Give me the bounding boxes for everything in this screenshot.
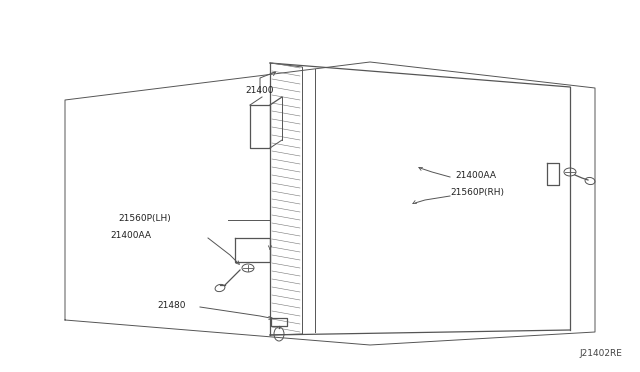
Text: 21480: 21480 <box>157 301 186 310</box>
Text: 21400AA: 21400AA <box>110 231 151 240</box>
Text: 21560P(RH): 21560P(RH) <box>450 189 504 198</box>
Text: J21402RE: J21402RE <box>579 349 622 358</box>
Text: 21400AA: 21400AA <box>455 170 496 180</box>
Text: 21400: 21400 <box>246 86 275 95</box>
Text: 21560P(LH): 21560P(LH) <box>118 214 171 222</box>
